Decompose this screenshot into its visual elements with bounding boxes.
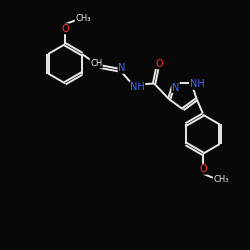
Text: CH: CH (90, 59, 102, 68)
Text: NH: NH (130, 82, 145, 92)
Text: CH₃: CH₃ (75, 14, 91, 23)
Text: N: N (118, 63, 126, 73)
Text: CH₃: CH₃ (213, 175, 229, 184)
Text: N: N (172, 82, 179, 92)
Text: O: O (61, 24, 69, 34)
Text: O: O (155, 58, 163, 68)
Text: O: O (199, 164, 207, 174)
Text: NH: NH (190, 79, 204, 89)
